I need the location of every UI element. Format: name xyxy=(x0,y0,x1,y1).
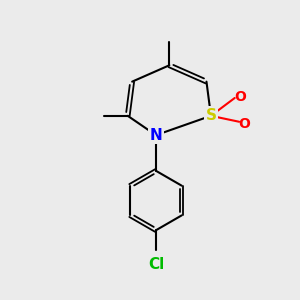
Text: O: O xyxy=(238,117,250,131)
Text: O: O xyxy=(234,89,246,103)
Text: Cl: Cl xyxy=(148,257,164,272)
Text: S: S xyxy=(206,108,216,123)
Text: N: N xyxy=(150,128,162,142)
